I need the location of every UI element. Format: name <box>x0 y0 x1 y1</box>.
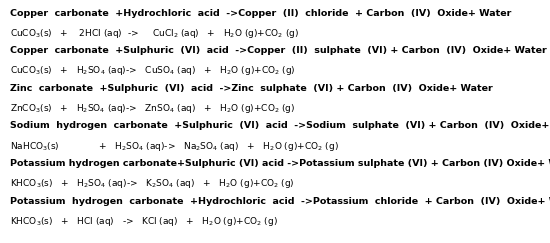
Text: Sodium  hydrogen  carbonate  +Sulphuric  (VI)  acid  ->Sodium  sulphate  (VI) + : Sodium hydrogen carbonate +Sulphuric (VI… <box>10 122 550 130</box>
Text: Potassium  hydrogen  carbonate  +Hydrochloric  acid  ->Potassium  chloride  + Ca: Potassium hydrogen carbonate +Hydrochlor… <box>10 197 550 206</box>
Text: KHCO$_3$(s)   +   HCl (aq)   ->   KCl (aq)   +   H$_2$O (g)+CO$_2$ (g): KHCO$_3$(s) + HCl (aq) -> KCl (aq) + H$_… <box>10 215 278 228</box>
Text: NaHCO$_3$(s)              +   H$_2$SO$_4$ (aq)->   Na$_2$SO$_4$ (aq)   +   H$_2$: NaHCO$_3$(s) + H$_2$SO$_4$ (aq)-> Na$_2$… <box>10 140 339 153</box>
Text: ZnCO$_3$(s)   +   H$_2$SO$_4$ (aq)->   ZnSO$_4$ (aq)   +   H$_2$O (g)+CO$_2$ (g): ZnCO$_3$(s) + H$_2$SO$_4$ (aq)-> ZnSO$_4… <box>10 102 295 115</box>
Text: Copper  carbonate  +Sulphuric  (VI)  acid  ->Copper  (II)  sulphate  (VI) + Carb: Copper carbonate +Sulphuric (VI) acid ->… <box>10 46 547 55</box>
Text: KHCO$_3$(s)   +   H$_2$SO$_4$ (aq)->   K$_2$SO$_4$ (aq)   +   H$_2$O (g)+CO$_2$ : KHCO$_3$(s) + H$_2$SO$_4$ (aq)-> K$_2$SO… <box>10 177 294 190</box>
Text: Copper  carbonate  +Hydrochloric  acid  ->Copper  (II)  chloride  + Carbon  (IV): Copper carbonate +Hydrochloric acid ->Co… <box>10 9 512 17</box>
Text: CuCO$_3$(s)   +    2HCl (aq)  ->     CuCl$_2$ (aq)   +   H$_2$O (g)+CO$_2$ (g): CuCO$_3$(s) + 2HCl (aq) -> CuCl$_2$ (aq)… <box>10 27 299 40</box>
Text: CuCO$_3$(s)   +   H$_2$SO$_4$ (aq)->   CuSO$_4$ (aq)   +   H$_2$O (g)+CO$_2$ (g): CuCO$_3$(s) + H$_2$SO$_4$ (aq)-> CuSO$_4… <box>10 64 295 77</box>
Text: Potassium hydrogen carbonate+Sulphuric (VI) acid ->Potassium sulphate (VI) + Car: Potassium hydrogen carbonate+Sulphuric (… <box>10 159 550 168</box>
Text: Zinc  carbonate  +Sulphuric  (VI)  acid  ->Zinc  sulphate  (VI) + Carbon  (IV)  : Zinc carbonate +Sulphuric (VI) acid ->Zi… <box>10 84 493 93</box>
